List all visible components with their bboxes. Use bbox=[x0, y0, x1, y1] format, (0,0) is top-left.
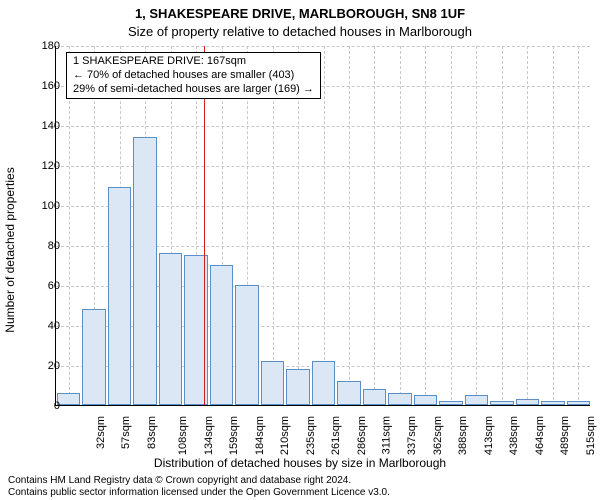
chart-supertitle: 1, SHAKESPEARE DRIVE, MARLBOROUGH, SN8 1… bbox=[0, 6, 600, 21]
histogram-bar bbox=[337, 381, 360, 405]
x-tick: 83sqm bbox=[146, 416, 158, 449]
histogram-bar bbox=[541, 401, 564, 405]
chart-title: Size of property relative to detached ho… bbox=[0, 24, 600, 39]
x-tick: 515sqm bbox=[585, 416, 597, 455]
x-tick: 464sqm bbox=[534, 416, 546, 455]
footer-line-2: Contains public sector information licen… bbox=[8, 487, 390, 498]
histogram-bar bbox=[490, 401, 513, 405]
x-tick: 286sqm bbox=[356, 416, 368, 455]
x-tick: 210sqm bbox=[279, 416, 291, 455]
y-axis-label: Number of detached properties bbox=[3, 167, 17, 332]
x-tick: 159sqm bbox=[228, 416, 240, 455]
gridline-v bbox=[69, 46, 70, 405]
x-tick: 311sqm bbox=[380, 416, 392, 454]
footer-line-1: Contains HM Land Registry data © Crown c… bbox=[8, 475, 351, 486]
gridline-v bbox=[553, 46, 554, 405]
marker-line bbox=[204, 46, 205, 405]
histogram-bar bbox=[159, 253, 182, 405]
y-tick: 140 bbox=[42, 120, 60, 132]
annotation-box: 1 SHAKESPEARE DRIVE: 167sqm ← 70% of det… bbox=[66, 52, 321, 99]
histogram-bar bbox=[108, 187, 131, 405]
histogram-bar bbox=[235, 285, 258, 405]
x-tick: 184sqm bbox=[254, 416, 266, 455]
annotation-line-1: 1 SHAKESPEARE DRIVE: 167sqm bbox=[73, 55, 314, 69]
y-tick: 180 bbox=[42, 40, 60, 52]
gridline-v bbox=[451, 46, 452, 405]
histogram-bar bbox=[261, 361, 284, 405]
histogram-bar bbox=[133, 137, 156, 405]
gridline-v bbox=[425, 46, 426, 405]
x-tick: 362sqm bbox=[432, 416, 444, 455]
y-tick: 20 bbox=[48, 360, 60, 372]
x-tick: 108sqm bbox=[177, 416, 189, 455]
histogram-bar bbox=[516, 399, 539, 405]
y-tick: 80 bbox=[48, 240, 60, 252]
annotation-line-2: ← 70% of detached houses are smaller (40… bbox=[73, 69, 314, 83]
gridline-v bbox=[476, 46, 477, 405]
histogram-bar bbox=[414, 395, 437, 405]
x-tick: 134sqm bbox=[203, 416, 215, 455]
histogram-bar bbox=[57, 393, 80, 405]
gridline-v bbox=[273, 46, 274, 405]
histogram-bar bbox=[286, 369, 309, 405]
histogram-bar bbox=[363, 389, 386, 405]
x-tick: 32sqm bbox=[95, 416, 107, 449]
histogram-bar bbox=[210, 265, 233, 405]
histogram-bar bbox=[439, 401, 462, 405]
histogram-bar bbox=[82, 309, 105, 405]
y-tick: 40 bbox=[48, 320, 60, 332]
y-tick: 0 bbox=[54, 400, 60, 412]
gridline-v bbox=[527, 46, 528, 405]
gridline-v bbox=[578, 46, 579, 405]
gridline-v bbox=[298, 46, 299, 405]
chart-container: 1, SHAKESPEARE DRIVE, MARLBOROUGH, SN8 1… bbox=[0, 0, 600, 500]
y-tick: 120 bbox=[42, 160, 60, 172]
y-tick: 100 bbox=[42, 200, 60, 212]
histogram-bar bbox=[567, 401, 590, 405]
annotation-line-3: 29% of semi-detached houses are larger (… bbox=[73, 83, 314, 97]
x-tick: 337sqm bbox=[407, 416, 419, 455]
y-tick: 160 bbox=[42, 80, 60, 92]
x-tick: 261sqm bbox=[330, 416, 342, 455]
x-tick: 413sqm bbox=[483, 416, 495, 455]
x-tick: 489sqm bbox=[559, 416, 571, 455]
gridline-v bbox=[502, 46, 503, 405]
gridline-v bbox=[400, 46, 401, 405]
gridline-v bbox=[349, 46, 350, 405]
x-tick: 438sqm bbox=[508, 416, 520, 455]
plot-area: 1 SHAKESPEARE DRIVE: 167sqm ← 70% of det… bbox=[55, 46, 590, 406]
histogram-bar bbox=[312, 361, 335, 405]
histogram-bar bbox=[388, 393, 411, 405]
gridline-v bbox=[374, 46, 375, 405]
y-tick: 60 bbox=[48, 280, 60, 292]
gridline-v bbox=[324, 46, 325, 405]
x-tick: 57sqm bbox=[120, 416, 132, 449]
x-axis-label: Distribution of detached houses by size … bbox=[0, 456, 600, 470]
histogram-bar bbox=[465, 395, 488, 405]
x-tick: 388sqm bbox=[458, 416, 470, 455]
x-tick: 235sqm bbox=[305, 416, 317, 455]
